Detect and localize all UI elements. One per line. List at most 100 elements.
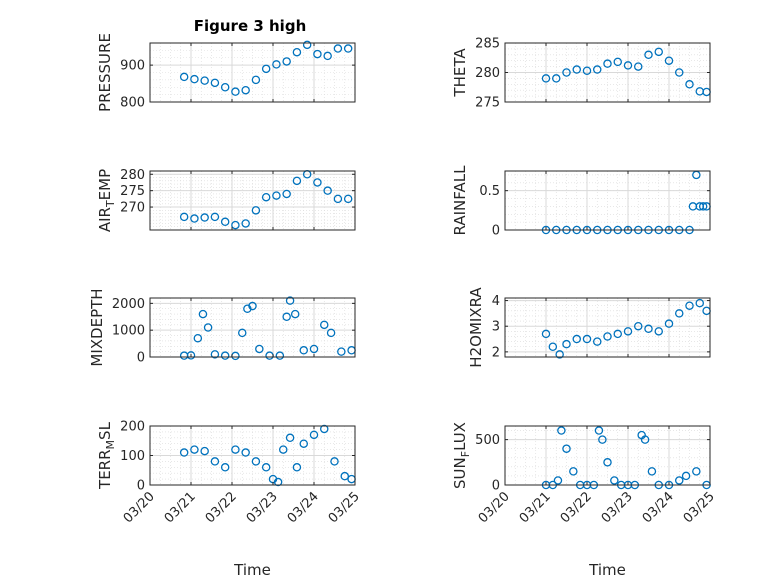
plot-area <box>505 171 710 230</box>
data-point <box>210 350 220 359</box>
data-point <box>272 191 281 200</box>
data-point <box>569 467 578 476</box>
data-point <box>292 463 302 472</box>
y-axis-label: RAINFALL <box>451 165 469 236</box>
data-point <box>278 445 288 454</box>
y-tick-label: 285 <box>475 37 500 52</box>
data-point <box>603 332 612 341</box>
data-point <box>698 202 708 211</box>
data-point <box>557 426 566 435</box>
data-point <box>555 350 564 359</box>
data-point <box>664 56 674 65</box>
axes-box <box>504 297 711 358</box>
data-point <box>299 346 308 355</box>
data-point <box>292 176 302 186</box>
y-tick-label: 800 <box>120 96 145 111</box>
data-point <box>337 347 346 356</box>
data-point <box>248 301 257 311</box>
data-point <box>193 333 203 343</box>
data-point <box>603 458 612 467</box>
data-point <box>594 426 604 435</box>
data-point <box>237 328 247 338</box>
y-tick-label: 275 <box>120 184 145 199</box>
subplot-h2omixra: 2 3 4 H2OMIXRA <box>467 287 711 368</box>
data-point <box>292 47 302 57</box>
data-point <box>613 57 623 67</box>
x-tick-label: 03/21 <box>162 489 199 526</box>
data-point <box>255 344 264 354</box>
subplot-mixdepth: 0 1000 2000 MIXDEPTH <box>88 288 356 367</box>
data-point <box>644 324 653 334</box>
y-tick-label: 100 <box>120 449 145 464</box>
data-point <box>285 433 295 443</box>
data-point <box>603 59 612 68</box>
data-point <box>685 80 694 89</box>
y-axis-label: TERRMSL <box>96 421 117 490</box>
data-point <box>299 439 308 448</box>
data-point <box>333 44 343 53</box>
data-point <box>313 49 322 59</box>
y-tick-label: 0 <box>137 351 145 366</box>
data-point <box>261 64 271 74</box>
data-point <box>598 435 607 444</box>
y-tick-label: 900 <box>120 59 145 74</box>
data-point <box>200 213 209 222</box>
data-point <box>582 334 592 344</box>
y-tick-label: 500 <box>475 433 500 448</box>
axes-box <box>149 170 356 231</box>
y-axis-label: PRESSURE <box>96 33 114 112</box>
data-point <box>309 430 319 440</box>
plot-area <box>150 298 355 357</box>
data-point <box>647 467 657 476</box>
data-point <box>695 298 705 308</box>
x-axis-label: Time <box>233 561 271 579</box>
axes-box <box>149 297 356 358</box>
axes-box <box>149 42 356 103</box>
data-point <box>179 72 189 82</box>
data-point <box>210 78 220 88</box>
data-point <box>613 329 623 339</box>
y-tick-label: 3 <box>492 320 500 335</box>
plot-area <box>505 298 710 357</box>
y-axis-label: H2OMIXRA <box>467 287 485 368</box>
data-point <box>562 68 571 77</box>
data-point <box>675 309 684 318</box>
data-point <box>548 342 558 351</box>
data-point <box>553 476 563 485</box>
y-tick-label: 2000 <box>112 297 145 312</box>
data-point <box>275 351 285 360</box>
y-tick-label: 0 <box>492 479 500 494</box>
data-point <box>654 327 664 336</box>
data-point <box>610 476 619 485</box>
data-point <box>562 444 571 453</box>
data-point <box>593 65 602 74</box>
y-tick-label: 0 <box>137 479 145 494</box>
data-point <box>231 220 240 230</box>
data-point <box>179 212 189 222</box>
y-tick-label: 200 <box>120 420 145 435</box>
data-point <box>220 351 230 360</box>
data-point <box>309 344 319 354</box>
y-tick-label: 275 <box>475 96 500 111</box>
data-point <box>200 446 209 456</box>
data-point <box>210 457 220 466</box>
data-point <box>282 189 291 199</box>
y-tick-label: 280 <box>475 66 500 81</box>
axes-box <box>504 170 711 231</box>
y-tick-label: 270 <box>120 201 145 216</box>
y-axis-label: THETA <box>451 48 469 98</box>
data-point <box>241 85 250 95</box>
data-point <box>681 471 691 481</box>
figure-title: Figure 3 high <box>194 17 307 35</box>
data-point <box>692 467 701 476</box>
y-tick-label: 4 <box>492 294 500 309</box>
data-point <box>190 214 199 223</box>
subplot-terr-msl: 03/20 03/21 03/22 03/23 03/24 03/25 0 100 200TER… <box>96 420 363 580</box>
data-point <box>210 212 220 222</box>
data-point <box>685 301 694 310</box>
data-point <box>623 327 633 336</box>
x-tick-label: 03/22 <box>203 489 240 526</box>
x-tick-label: 03/20 <box>476 489 513 526</box>
data-point <box>582 66 592 75</box>
